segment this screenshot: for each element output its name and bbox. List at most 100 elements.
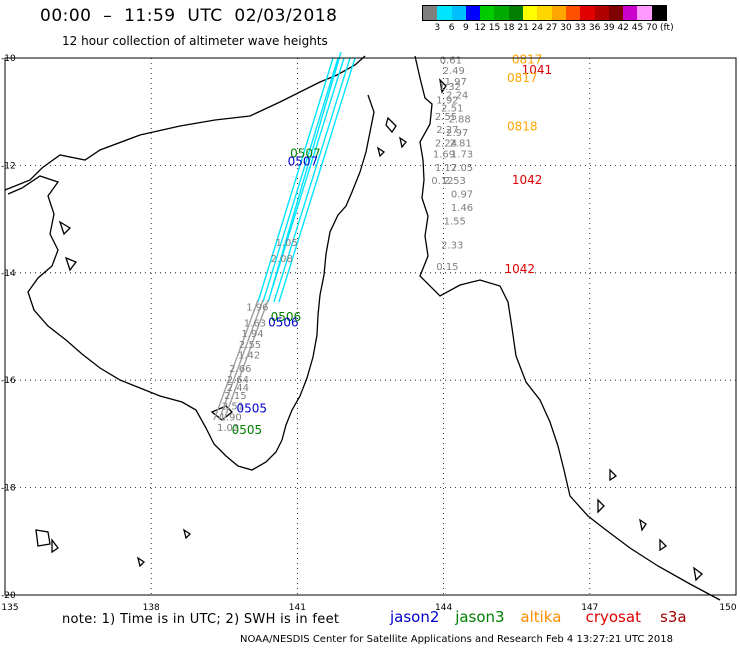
credit-line: NOAA/NESDIS Center for Satellite Applica…	[240, 634, 673, 645]
observation-value: 2.81	[449, 139, 471, 150]
colorbar-swatch	[523, 6, 538, 20]
colorbar-swatch	[451, 6, 466, 20]
colorbar-tick-label: 36	[588, 23, 601, 33]
latitude-label: -14	[1, 269, 16, 279]
observation-value: 1.90	[219, 412, 241, 423]
observation-value: 2.49	[443, 66, 465, 77]
observation-value: 1.42	[238, 351, 260, 362]
pass-time-label: 1042	[505, 262, 536, 276]
colorbar-tick-label: 9	[463, 23, 469, 33]
pass-time-label: 0507	[290, 146, 321, 160]
pass-time-label: 0818	[507, 119, 538, 133]
colorbar-swatch	[565, 6, 581, 20]
observation-value: 0.61	[440, 55, 462, 66]
observation-value: 1.63	[244, 319, 266, 330]
colorbar-tick-label: 3	[434, 23, 441, 33]
latitude-label: -20	[1, 591, 16, 601]
legend-item-jason2: jason2	[390, 608, 440, 626]
colorbar-swatch	[580, 6, 595, 20]
colorbar-swatch	[651, 6, 667, 20]
longitude-label: 138	[143, 603, 160, 613]
observation-value: 1.73	[451, 149, 473, 160]
observation-value: 1.96	[246, 302, 268, 313]
colorbar-swatch	[551, 6, 566, 20]
observation-value: 2.05	[451, 163, 473, 174]
legend-item-cryosat: cryosat	[585, 608, 641, 626]
observation-value: 2.08	[271, 254, 293, 265]
colorbar-swatch	[494, 6, 509, 20]
colorbar-swatch	[423, 6, 438, 20]
legend-item-jason3: jason3	[455, 608, 505, 626]
observation-value: 0.97	[451, 190, 473, 201]
colorbar-tick-label: 18	[503, 23, 515, 33]
longitude-label: 150	[719, 603, 736, 613]
coastline-torres-strait-islands	[376, 116, 407, 158]
latitude-label: -12	[1, 161, 16, 171]
colorbar-tick-label: 21	[517, 23, 529, 33]
observation-value: 2.27	[436, 125, 458, 136]
observation-value: 1.17	[435, 163, 457, 174]
legend-item-s3a: s3a	[660, 608, 687, 626]
map-frame	[4, 57, 737, 596]
observation-value: 2.53	[444, 176, 466, 187]
latitude-label: -10	[1, 54, 16, 64]
footnote: note: 1) Time is in UTC; 2) SWH is in fe…	[62, 612, 340, 627]
colorbar-tick-label: 39	[603, 23, 615, 33]
pass-time-label: 0505	[236, 401, 267, 415]
coastline-gulf-south	[7, 175, 283, 471]
observation-value: 1.46	[451, 203, 473, 214]
coastline-reef-islands	[439, 78, 703, 582]
colorbar-swatch	[537, 6, 552, 20]
observation-value: 0.15	[436, 262, 458, 273]
pass-time-label: 0817	[512, 52, 543, 66]
colorbar-unit: (ft)	[660, 23, 674, 33]
page-subtitle: 12 hour collection of altimeter wave hei…	[62, 34, 328, 48]
pass-time-label: 0505	[232, 423, 263, 437]
colorbar-swatch	[594, 6, 609, 20]
altimeter-tracks	[213, 51, 356, 421]
observation-value: 1.05	[275, 238, 297, 249]
pass-time-label: 0506	[271, 310, 302, 324]
latitude-label: -18	[1, 484, 16, 494]
page-title: 00:00 – 11:59 UTC 02/03/2018	[40, 6, 338, 26]
colorbar-tick-label: 42	[617, 23, 629, 33]
colorbar-legend: 3 6 9 12 15 18 21 24 27 30 33 36 39 42 45 70 (ft)	[422, 5, 674, 35]
coastline	[4, 55, 721, 601]
longitude-label: 135	[1, 603, 18, 613]
track-jason-north	[257, 51, 356, 303]
longitude-label: 141	[289, 603, 306, 613]
colorbar-tick-label: 12	[474, 23, 486, 33]
pass-time-label: 0507	[288, 154, 319, 168]
observation-value: 2.88	[448, 114, 470, 125]
coastline-cape-york-east	[414, 55, 721, 601]
coastline-cape-york-west	[281, 94, 375, 441]
pass-time-label: 0817	[507, 71, 538, 85]
observation-value: 2.97	[446, 128, 468, 139]
longitude-label: 147	[581, 603, 598, 613]
observation-value: 1.69	[433, 149, 455, 160]
colorbar-tick-labels: 3 6 9 12 15 18 21 24 27 30 33 36 39 42 45 70 (ft)	[422, 21, 673, 35]
observation-value: 2.55	[435, 112, 457, 123]
colorbar-swatch	[437, 6, 452, 20]
latitude-label: -16	[1, 376, 16, 386]
track-jason-south	[213, 299, 269, 421]
colorbar-tick-label: 27	[545, 23, 558, 33]
observation-value: 2.24	[435, 139, 457, 150]
observation-value: 0.12	[431, 176, 453, 187]
observation-value: 2.44	[227, 383, 249, 394]
colorbar-swatch	[465, 6, 481, 20]
colorbar-tick-label: 70	[646, 23, 658, 33]
observation-value: 2.33	[441, 241, 463, 252]
colorbar-swatch	[608, 6, 624, 20]
colorbar-swatch	[480, 6, 495, 20]
observation-value: 2.64	[227, 375, 249, 386]
observation-value: 1.02	[217, 423, 239, 434]
colorbar-tick-label: 45	[631, 23, 644, 33]
colorbar-swatch	[508, 6, 524, 20]
coastline-gulf-islands	[58, 220, 233, 421]
legend-item-altika: altika	[520, 608, 562, 626]
coastline-small-islands	[35, 528, 192, 568]
colorbar-swatch	[637, 6, 652, 20]
